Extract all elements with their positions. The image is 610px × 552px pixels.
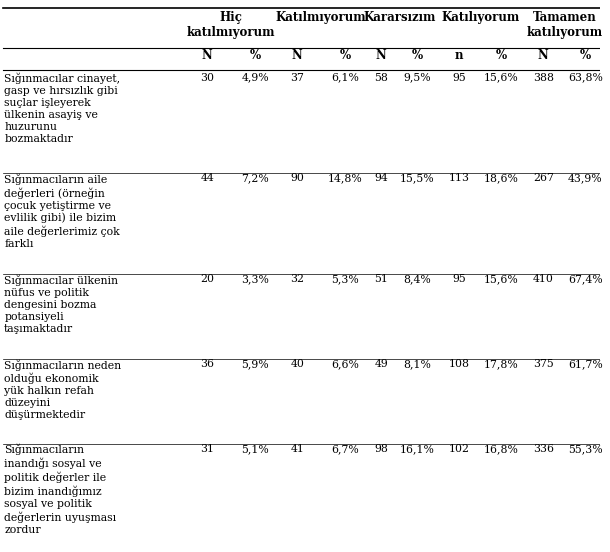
Text: 14,8%: 14,8%: [328, 173, 362, 183]
Text: Sığınmacıların neden
olduğu ekonomik
yük halkın refah
düzeyini
düşürmektedir: Sığınmacıların neden olduğu ekonomik yük…: [4, 359, 121, 421]
Text: 16,1%: 16,1%: [400, 444, 435, 454]
Text: 32: 32: [290, 274, 304, 284]
Text: Sığınmacılar ülkenin
nüfus ve politik
dengesini bozma
potansiyeli
taşımaktadır: Sığınmacılar ülkenin nüfus ve politik de…: [4, 274, 118, 333]
Text: 17,8%: 17,8%: [484, 359, 518, 369]
Text: Katılıyorum: Katılıyorum: [441, 10, 519, 24]
Text: 388: 388: [533, 73, 554, 83]
Text: 41: 41: [290, 444, 304, 454]
Text: 51: 51: [375, 274, 388, 284]
Text: Sığınmacılar cinayet,
gasp ve hırsızlık gibi
suçlar işleyerek
ülkenin asayiş ve
: Sığınmacılar cinayet, gasp ve hırsızlık …: [4, 73, 120, 144]
Text: 44: 44: [200, 173, 214, 183]
Text: 31: 31: [200, 444, 214, 454]
Text: %: %: [412, 49, 423, 62]
Text: Tamamen
katılıyorum: Tamamen katılıyorum: [526, 10, 602, 39]
Text: 6,1%: 6,1%: [331, 73, 359, 83]
Text: 6,7%: 6,7%: [331, 444, 359, 454]
Text: 336: 336: [533, 444, 554, 454]
Text: %: %: [340, 49, 351, 62]
Text: 113: 113: [449, 173, 470, 183]
Text: Katılmıyorum: Katılmıyorum: [276, 10, 367, 24]
Text: 61,7%: 61,7%: [568, 359, 603, 369]
Text: 8,4%: 8,4%: [403, 274, 431, 284]
Text: 94: 94: [375, 173, 388, 183]
Text: 7,2%: 7,2%: [241, 173, 269, 183]
Text: 108: 108: [449, 359, 470, 369]
Text: 102: 102: [449, 444, 470, 454]
Text: 5,1%: 5,1%: [241, 444, 269, 454]
Text: 16,8%: 16,8%: [484, 444, 518, 454]
Text: 5,3%: 5,3%: [331, 274, 359, 284]
Text: N: N: [538, 49, 548, 62]
Text: Hiç
katılmıyorum: Hiç katılmıyorum: [187, 10, 275, 39]
Text: 67,4%: 67,4%: [568, 274, 603, 284]
Text: 36: 36: [200, 359, 214, 369]
Text: 55,3%: 55,3%: [568, 444, 603, 454]
Text: 15,5%: 15,5%: [400, 173, 434, 183]
Text: 410: 410: [533, 274, 554, 284]
Text: 90: 90: [290, 173, 304, 183]
Text: 267: 267: [533, 173, 554, 183]
Text: Sığınmacıların aile
değerleri (örneğin
çocuk yetiştirme ve
evlilik gibi) ile biz: Sığınmacıların aile değerleri (örneğin ç…: [4, 173, 120, 250]
Text: 95: 95: [453, 73, 466, 83]
Text: 5,9%: 5,9%: [242, 359, 269, 369]
Text: 4,9%: 4,9%: [242, 73, 269, 83]
Text: 15,6%: 15,6%: [484, 274, 518, 284]
Text: Kararsızım: Kararsızım: [363, 10, 436, 24]
Text: %: %: [249, 49, 260, 62]
Text: 37: 37: [290, 73, 304, 83]
Text: %: %: [496, 49, 507, 62]
Text: 15,6%: 15,6%: [484, 73, 518, 83]
Text: 49: 49: [375, 359, 388, 369]
Text: 58: 58: [375, 73, 388, 83]
Text: %: %: [580, 49, 591, 62]
Text: 40: 40: [290, 359, 304, 369]
Text: 18,6%: 18,6%: [484, 173, 518, 183]
Text: 63,8%: 63,8%: [568, 73, 603, 83]
Text: 30: 30: [200, 73, 214, 83]
Text: N: N: [376, 49, 387, 62]
Text: Sığınmacıların
inandığı sosyal ve
politik değerler ile
bizim inandığımız
sosyal : Sığınmacıların inandığı sosyal ve politi…: [4, 444, 117, 535]
Text: N: N: [202, 49, 212, 62]
Text: 3,3%: 3,3%: [241, 274, 269, 284]
Text: n: n: [455, 49, 464, 62]
Text: 20: 20: [200, 274, 214, 284]
Text: N: N: [292, 49, 303, 62]
Text: 98: 98: [375, 444, 388, 454]
Text: 6,6%: 6,6%: [331, 359, 359, 369]
Text: 95: 95: [453, 274, 466, 284]
Text: 375: 375: [533, 359, 554, 369]
Text: 8,1%: 8,1%: [403, 359, 431, 369]
Text: 9,5%: 9,5%: [403, 73, 431, 83]
Text: 43,9%: 43,9%: [568, 173, 603, 183]
